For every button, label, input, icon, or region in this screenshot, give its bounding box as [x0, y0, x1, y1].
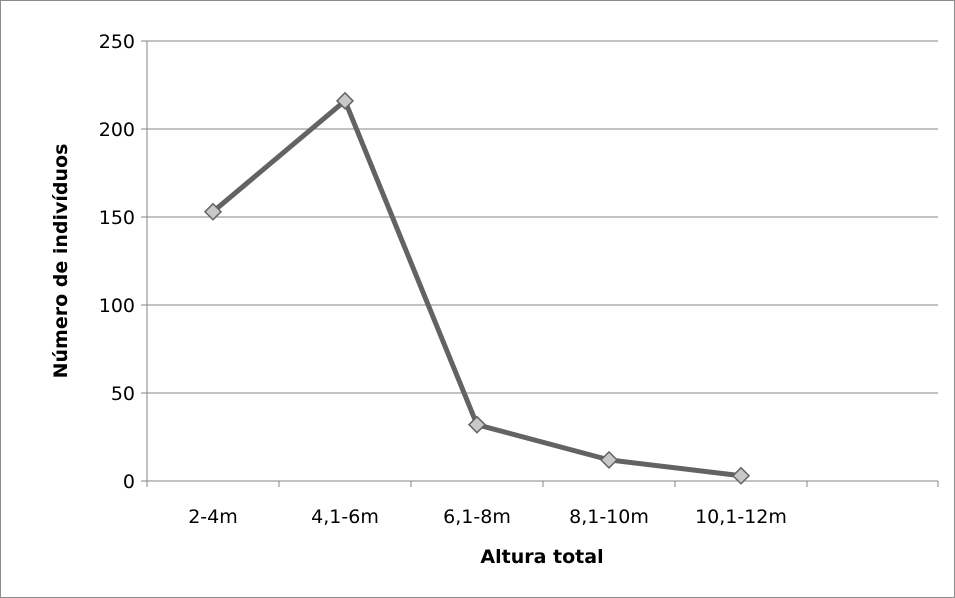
data-point-marker [467, 415, 487, 434]
axes [141, 40, 939, 487]
series-group [203, 91, 751, 485]
x-tick-labels: 2-4m 4,1-6m 6,1-8m 8,1-10m 10,1-12m [188, 506, 787, 528]
y-tick-label: 150 [99, 207, 135, 229]
y-tick-label: 250 [99, 31, 135, 53]
x-tick-label: 2-4m [188, 506, 238, 528]
y-tick-labels: 0 50 100 150 200 250 [99, 31, 135, 493]
y-tick-label: 50 [111, 383, 135, 405]
data-point-marker [335, 91, 355, 110]
x-tick-label: 10,1-12m [695, 506, 787, 528]
x-axis-title: Altura total [480, 546, 603, 568]
y-tick-label: 0 [123, 471, 135, 493]
data-point-marker [599, 450, 619, 469]
y-tick-label: 100 [99, 295, 135, 317]
x-tick-label: 6,1-8m [443, 506, 511, 528]
x-tick-label: 4,1-6m [311, 506, 379, 528]
gridlines [147, 40, 938, 394]
x-tick-label: 8,1-10m [569, 506, 649, 528]
y-tick-label: 200 [99, 119, 135, 141]
data-point-marker [203, 202, 223, 221]
y-axis-title: Número de indivíduos [50, 144, 72, 379]
data-point-marker [731, 466, 751, 485]
